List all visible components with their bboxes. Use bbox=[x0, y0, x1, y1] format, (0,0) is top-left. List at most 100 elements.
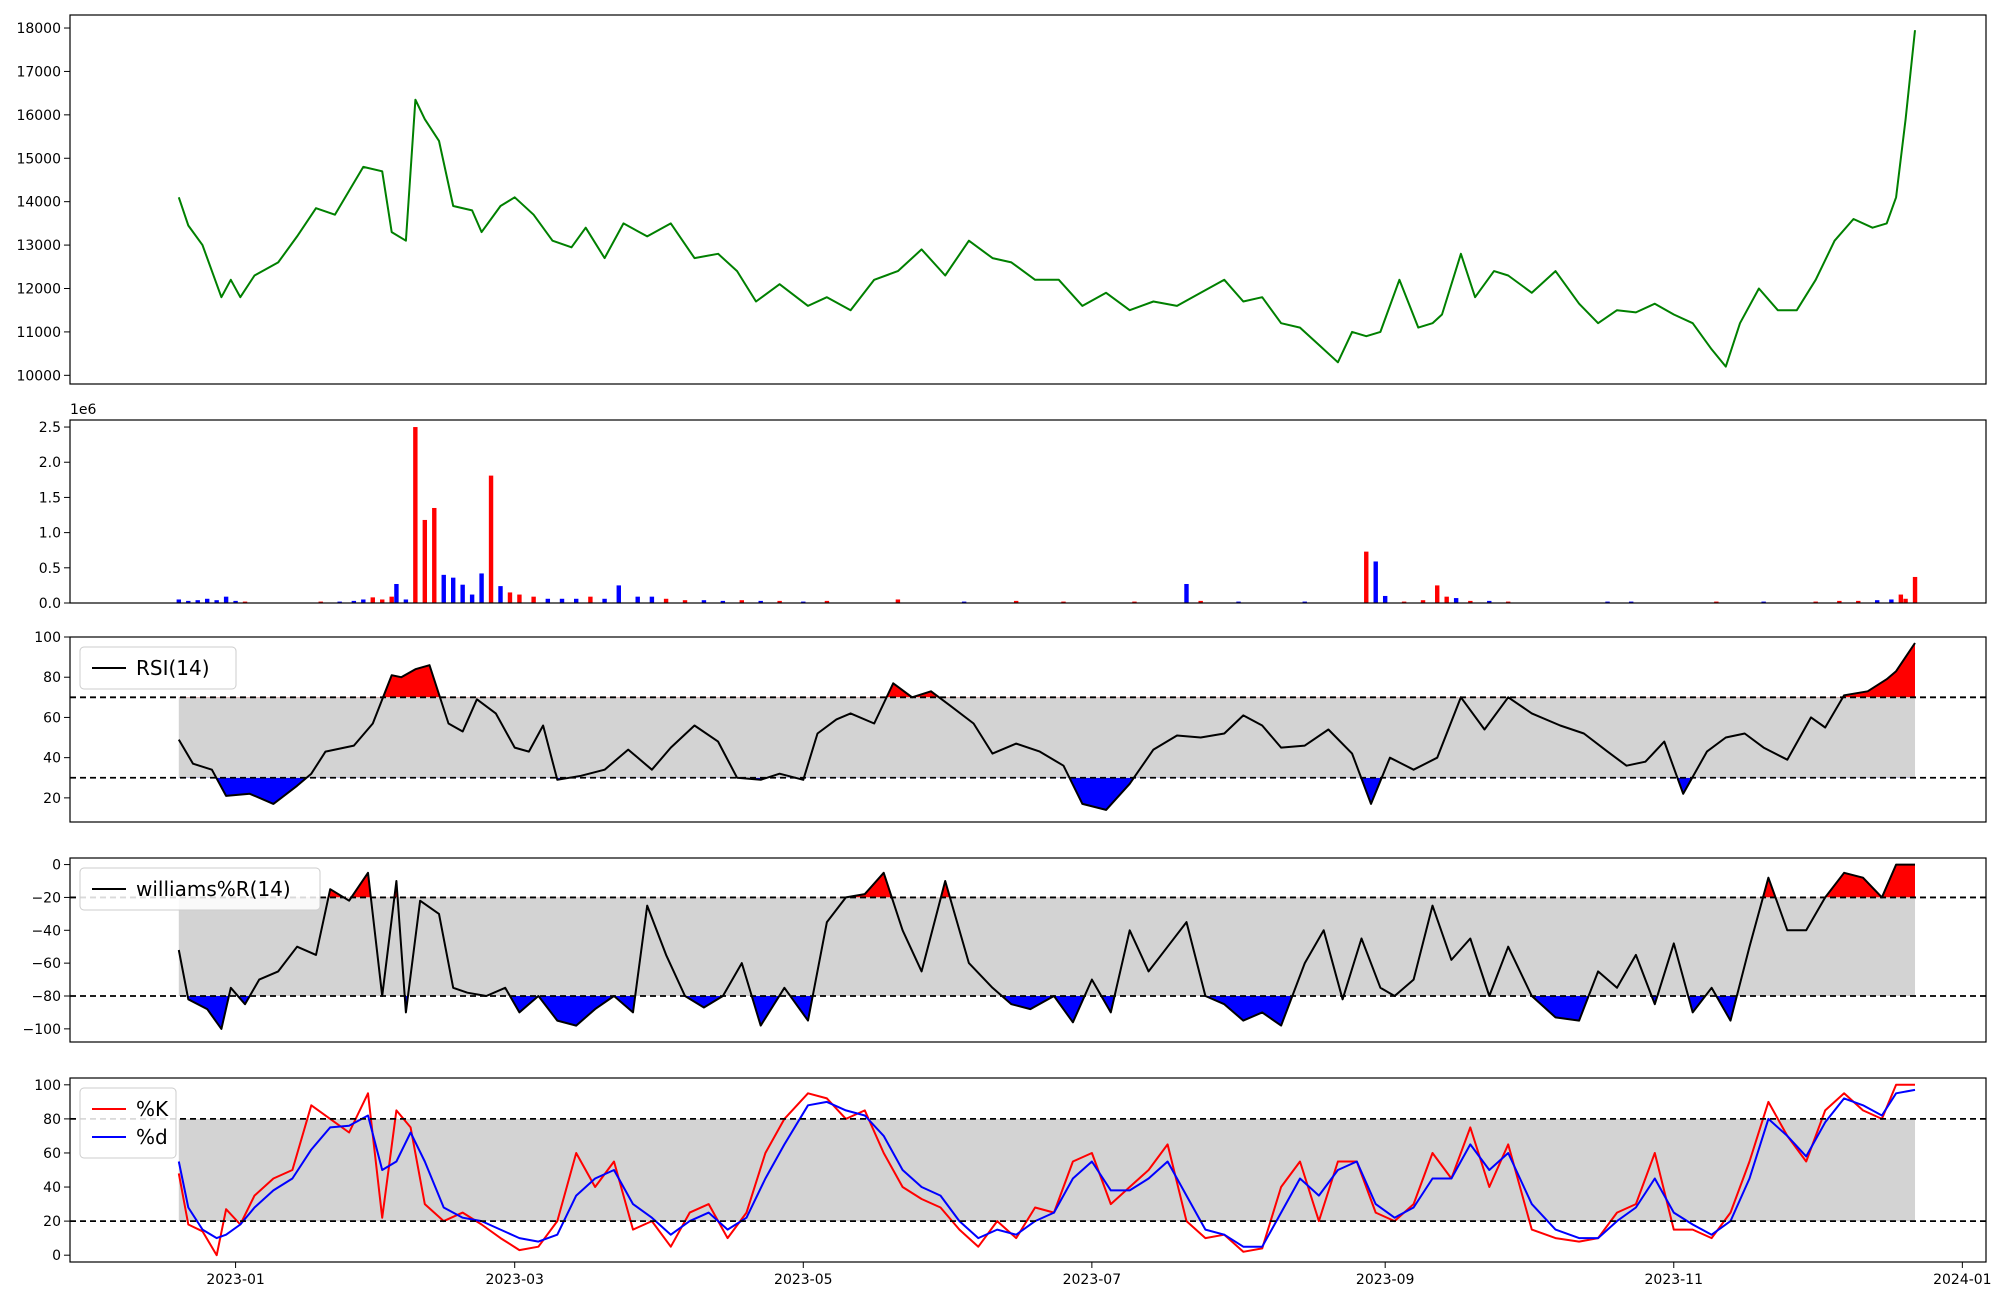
y-tick-label: −20 bbox=[31, 890, 61, 906]
volume-bar bbox=[545, 598, 551, 603]
y-tick-label: 80 bbox=[43, 1112, 61, 1128]
panel-frame bbox=[69, 419, 1987, 604]
volume-bar bbox=[1487, 600, 1492, 603]
y-tick-label: 10000 bbox=[16, 368, 61, 384]
volume-bar bbox=[1013, 600, 1019, 603]
price-panel: 10000 11000 12000 13000 14000 15000 16000 17000… bbox=[16, 14, 1987, 385]
volume-bar bbox=[1889, 599, 1894, 603]
band-fill bbox=[178, 1118, 1916, 1222]
volume-bar bbox=[1435, 585, 1440, 603]
y-tick-label: 13000 bbox=[16, 238, 61, 254]
volume-bar bbox=[242, 601, 248, 603]
volume-bar bbox=[1628, 601, 1634, 603]
volume-bar bbox=[1912, 576, 1918, 603]
legend-box bbox=[79, 1087, 177, 1159]
volume-bar bbox=[233, 600, 238, 603]
volume-bar bbox=[1453, 598, 1459, 603]
y-tick-label: 18000 bbox=[16, 21, 61, 37]
y-tick-label: 40 bbox=[43, 751, 61, 767]
volume-bar bbox=[318, 601, 323, 603]
williams-r-panel: 0 −20 −40 −60 −80 −100 williams%R(14) bbox=[23, 857, 1987, 1043]
panel-frame bbox=[69, 14, 1987, 385]
y-tick-label: 60 bbox=[43, 710, 61, 726]
stochastic-panel: 0 20 40 60 80 100 %K %d 2023-01 2023-03 2023-05 202… bbox=[34, 1077, 1992, 1288]
volume-bar bbox=[441, 574, 446, 603]
y-tick-label: 0.0 bbox=[39, 596, 61, 612]
volume-bar bbox=[1184, 583, 1189, 603]
oversold-fill bbox=[178, 996, 1915, 1029]
volume-bar bbox=[895, 599, 901, 603]
volume-bar bbox=[413, 427, 418, 603]
y-tick-label: 0 bbox=[52, 858, 61, 874]
x-tick-label: 2023-05 bbox=[774, 1272, 833, 1288]
volume-bar bbox=[574, 598, 579, 603]
volume-bar bbox=[351, 600, 357, 603]
volume-bar bbox=[663, 598, 669, 603]
volume-bar bbox=[758, 600, 763, 603]
volume-bar bbox=[479, 573, 484, 603]
series-line-2 bbox=[177, 1088, 1916, 1248]
volume-bar bbox=[635, 596, 640, 603]
y-tick-label: 1.5 bbox=[39, 490, 61, 506]
volume-bar bbox=[701, 600, 707, 603]
volume-bar bbox=[460, 584, 465, 603]
volume-bar bbox=[507, 592, 513, 603]
volume-bar bbox=[517, 594, 522, 603]
volume-bar bbox=[616, 585, 621, 603]
y-tick-label: 60 bbox=[43, 1146, 61, 1162]
legend-label: %K bbox=[136, 1097, 169, 1121]
volume-bar bbox=[422, 519, 428, 603]
volume-bar bbox=[1236, 601, 1241, 603]
volume-bar bbox=[195, 600, 200, 603]
volume-bar bbox=[214, 600, 219, 603]
volume-bar bbox=[777, 600, 782, 603]
volume-bar bbox=[451, 577, 456, 603]
volume-bar bbox=[1373, 561, 1378, 603]
band-fill bbox=[178, 897, 1916, 996]
volume-bar bbox=[469, 594, 475, 603]
price-line bbox=[177, 30, 1916, 368]
y-tick-label: 1.0 bbox=[39, 526, 61, 542]
volume-bar bbox=[361, 599, 366, 603]
y-tick-label: 11000 bbox=[16, 325, 61, 341]
volume-bar bbox=[394, 583, 399, 603]
volume-bar bbox=[498, 586, 503, 603]
volume-bar bbox=[403, 599, 409, 603]
volume-bar bbox=[370, 597, 375, 603]
x-tick-label: 2023-09 bbox=[1356, 1272, 1415, 1288]
volume-bar bbox=[720, 600, 726, 603]
y-tick-label: −40 bbox=[31, 923, 61, 939]
y-tick-label: 15000 bbox=[16, 151, 61, 167]
volume-bar bbox=[1605, 601, 1610, 603]
volume-bar bbox=[739, 600, 744, 603]
volume-bar bbox=[649, 596, 655, 603]
volume-bar bbox=[1420, 600, 1426, 603]
y-tick-label: 100 bbox=[34, 1078, 61, 1094]
volume-bar bbox=[602, 598, 607, 603]
y-tick-label: −100 bbox=[23, 1022, 61, 1038]
volume-bar bbox=[1468, 600, 1473, 603]
volume-bar bbox=[1856, 600, 1861, 603]
y-tick-label: 0.5 bbox=[39, 561, 61, 577]
volume-bar bbox=[824, 600, 830, 603]
legend-label: %d bbox=[136, 1125, 168, 1149]
series-line-1 bbox=[177, 642, 1916, 811]
volume-bar bbox=[559, 598, 565, 603]
y-tick-label: 17000 bbox=[16, 64, 61, 80]
volume-bar bbox=[801, 601, 806, 603]
volume-bar bbox=[1505, 601, 1511, 603]
volume-bar bbox=[1813, 601, 1818, 603]
volume-bar bbox=[1061, 601, 1066, 603]
volume-bar bbox=[1714, 601, 1719, 603]
y-tick-label: 16000 bbox=[16, 108, 61, 124]
volume-bar bbox=[337, 601, 342, 603]
panel-frame bbox=[69, 857, 1987, 1043]
rsi-panel: 20 40 60 80 100 RSI(14) bbox=[34, 630, 1987, 823]
legend-box bbox=[79, 867, 321, 911]
volume-bar bbox=[1837, 600, 1842, 603]
volume-bar bbox=[1302, 601, 1307, 603]
y-tick-label: 100 bbox=[34, 630, 61, 646]
volume-bar bbox=[588, 596, 593, 603]
legend-label: williams%R(14) bbox=[136, 877, 291, 901]
